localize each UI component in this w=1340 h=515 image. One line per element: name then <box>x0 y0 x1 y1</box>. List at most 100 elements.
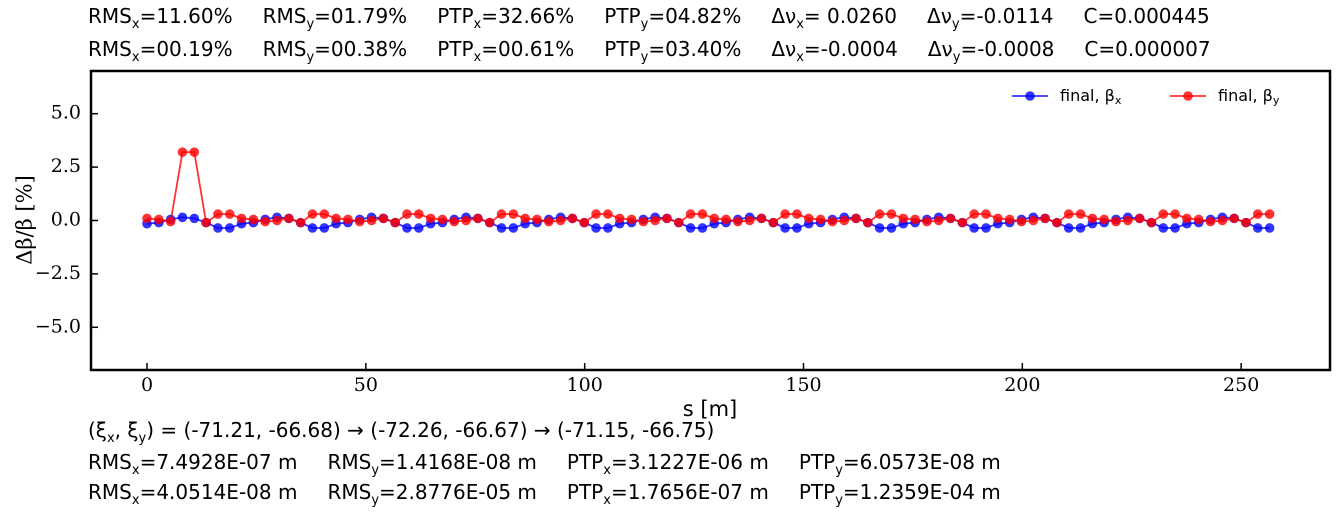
text: =-0.0004 <box>803 37 898 61</box>
y-tick-label: 2.5 <box>51 155 81 177</box>
text: =00.61% <box>481 37 575 61</box>
point <box>1217 215 1228 226</box>
point <box>567 213 578 224</box>
point <box>236 213 247 224</box>
text: (ξ <box>88 418 107 442</box>
stat: RMSx=00.19% <box>88 37 233 65</box>
subscript: x <box>796 50 804 65</box>
point <box>780 223 790 233</box>
point <box>1158 223 1169 233</box>
subscript: x <box>131 17 140 32</box>
text: =2.8776E-05 m <box>379 480 537 504</box>
point <box>189 147 200 157</box>
point <box>993 213 1003 224</box>
point <box>248 214 259 225</box>
point <box>343 214 353 225</box>
point <box>154 214 164 225</box>
x-tick-label: 50 <box>354 374 378 396</box>
text: =3.1227E-06 m <box>610 450 769 474</box>
text: RMS <box>262 4 307 28</box>
text: RMS <box>88 4 132 28</box>
legend-name: final, β <box>1218 86 1273 105</box>
subscript: y <box>371 493 380 508</box>
point <box>319 223 330 233</box>
point <box>1252 223 1263 233</box>
text: RMS <box>262 37 307 61</box>
point <box>1158 209 1169 219</box>
stat: RMSx=7.4928E-07 m <box>88 450 297 478</box>
legend-sub: x <box>1115 94 1122 107</box>
legend-name: final, β <box>1060 86 1115 105</box>
point <box>673 217 684 228</box>
text: =04.82% <box>648 4 742 28</box>
stat: Δνx= 0.0260 <box>771 4 897 32</box>
text-row: RMSx=11.60% RMSy=01.79% PTPx=32.66% PTPy=04… <box>88 4 1240 32</box>
point <box>1123 215 1133 226</box>
subscript: x <box>473 50 482 65</box>
point <box>331 213 341 224</box>
point <box>1087 213 1098 224</box>
y-axis-label: Δβ/β [%] <box>13 175 37 265</box>
point <box>201 217 211 228</box>
point <box>1252 209 1263 219</box>
point <box>414 209 424 219</box>
point <box>1241 217 1251 228</box>
x-tick-label: 150 <box>785 374 821 396</box>
text: PTP <box>798 450 836 474</box>
point <box>1170 209 1180 219</box>
y-tick-label: −5.0 <box>35 315 81 337</box>
text: Δν <box>927 4 952 28</box>
point <box>1016 216 1027 227</box>
point <box>792 223 802 233</box>
text: PTP <box>604 4 641 28</box>
point <box>473 213 483 224</box>
point <box>437 214 448 225</box>
subscript: x <box>131 493 140 508</box>
text: =1.7656E-07 m <box>610 480 769 504</box>
point <box>591 223 601 233</box>
subscript: y <box>306 50 315 65</box>
point <box>1063 209 1074 219</box>
point <box>827 216 838 227</box>
point <box>272 215 282 226</box>
point <box>1028 215 1039 226</box>
stat: PTPy=1.2359E-04 m <box>799 480 1001 508</box>
y-tick-label: 0.0 <box>51 209 81 231</box>
point <box>213 209 223 219</box>
x-axis-label: s [m] <box>683 397 737 421</box>
stat: PTPx=32.66% <box>437 4 574 32</box>
point <box>484 217 495 228</box>
point <box>603 209 613 219</box>
legend-sub: y <box>1273 94 1280 107</box>
stat: C=0.000445 <box>1084 4 1210 32</box>
text: RMS <box>88 450 132 474</box>
point <box>213 223 223 233</box>
stat: Δνy=-0.0114 <box>927 4 1054 32</box>
text-row: (ξx, ξy) = (-71.21, -66.68) → (-72.26, -… <box>88 418 744 446</box>
text: =1.2359E-04 m <box>842 480 1001 504</box>
text-row: RMSx=4.0514E-08 m RMSy=2.8776E-05 m PTPx=1… <box>88 480 1031 508</box>
point <box>508 209 519 219</box>
point <box>1182 213 1192 224</box>
point <box>874 209 885 219</box>
text: C=0.000007 <box>1084 37 1211 61</box>
point <box>886 209 897 219</box>
point <box>922 216 932 227</box>
point <box>532 214 542 225</box>
text: =-0.0114 <box>959 4 1054 28</box>
text: Δν <box>771 37 797 61</box>
text: PTP <box>437 4 474 28</box>
point <box>685 209 696 219</box>
text: =1.4168E-08 m <box>379 450 537 474</box>
point <box>414 223 424 233</box>
subscript: x <box>796 17 804 32</box>
point <box>307 209 318 219</box>
point <box>780 209 790 219</box>
subscript: y <box>306 17 315 32</box>
point <box>555 215 566 226</box>
point <box>543 216 554 227</box>
text: ) = (-71.21, -66.68) → (-72.26, -66.67) … <box>146 418 715 442</box>
y-tick-label: −2.5 <box>35 262 81 284</box>
point <box>1099 214 1109 225</box>
